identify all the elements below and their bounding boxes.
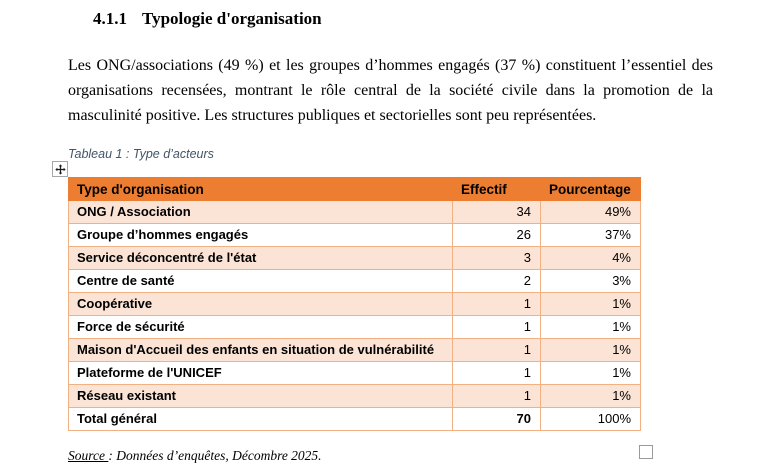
cell-effectif: 2: [452, 269, 541, 293]
move-cross-icon: [54, 163, 66, 175]
section-title: Typologie d'organisation: [142, 9, 322, 28]
cell-type: Plateforme de l'UNICEF: [68, 361, 453, 385]
section-number: 4.1.1: [93, 9, 127, 28]
table-move-handle[interactable]: [52, 161, 68, 177]
cell-effectif: 26: [452, 223, 541, 247]
table-row: Service déconcentré de l'état 3 4%: [68, 246, 641, 270]
cell-pourcentage: 1%: [540, 384, 641, 408]
cell-effectif: 1: [452, 292, 541, 316]
acteurs-table: Type d'organisation Effectif Pourcentage…: [68, 177, 641, 431]
cell-effectif: 70: [452, 407, 541, 431]
cell-pourcentage: 1%: [540, 338, 641, 362]
source-line: Source : Données d’enquêtes, Décombre 20…: [68, 448, 322, 464]
cell-effectif: 1: [452, 384, 541, 408]
cell-type: Total général: [68, 407, 453, 431]
table-caption: Tableau 1 : Type d’acteurs: [68, 147, 214, 161]
table-row: Plateforme de l'UNICEF 1 1%: [68, 361, 641, 385]
table-row: Maison d'Accueil des enfants en situatio…: [68, 338, 641, 362]
table-row: Groupe d’hommes engagés 26 37%: [68, 223, 641, 247]
cell-type: Réseau existant: [68, 384, 453, 408]
source-text: : Données d’enquêtes, Décombre 2025.: [108, 448, 322, 463]
table-row: Coopérative 1 1%: [68, 292, 641, 316]
cell-pourcentage: 1%: [540, 361, 641, 385]
col-header-pourcentage: Pourcentage: [540, 177, 641, 201]
section-heading: 4.1.1 Typologie d'organisation: [93, 9, 322, 29]
cell-pourcentage: 1%: [540, 292, 641, 316]
col-header-type: Type d'organisation: [68, 177, 453, 201]
cell-pourcentage: 100%: [540, 407, 641, 431]
cell-type: Force de sécurité: [68, 315, 453, 339]
cell-effectif: 3: [452, 246, 541, 270]
table-header-row: Type d'organisation Effectif Pourcentage: [68, 177, 641, 201]
cell-effectif: 1: [452, 361, 541, 385]
table-row: ONG / Association 34 49%: [68, 200, 641, 224]
table-resize-handle[interactable]: [639, 445, 653, 459]
cell-type: ONG / Association: [68, 200, 453, 224]
col-header-effectif: Effectif: [452, 177, 541, 201]
cell-effectif: 1: [452, 338, 541, 362]
cell-pourcentage: 49%: [540, 200, 641, 224]
cell-pourcentage: 4%: [540, 246, 641, 270]
cell-pourcentage: 1%: [540, 315, 641, 339]
cell-effectif: 34: [452, 200, 541, 224]
table-row-total: Total général 70 100%: [68, 407, 641, 431]
cell-type: Coopérative: [68, 292, 453, 316]
table-row: Force de sécurité 1 1%: [68, 315, 641, 339]
cell-pourcentage: 37%: [540, 223, 641, 247]
cell-type: Maison d'Accueil des enfants en situatio…: [68, 338, 453, 362]
cell-type: Centre de santé: [68, 269, 453, 293]
cell-effectif: 1: [452, 315, 541, 339]
cell-type: Service déconcentré de l'état: [68, 246, 453, 270]
cell-type: Groupe d’hommes engagés: [68, 223, 453, 247]
source-label: Source: [68, 448, 109, 463]
table-row: Réseau existant 1 1%: [68, 384, 641, 408]
table-row: Centre de santé 2 3%: [68, 269, 641, 293]
cell-pourcentage: 3%: [540, 269, 641, 293]
body-paragraph: Les ONG/associations (49 %) et les group…: [68, 57, 713, 124]
